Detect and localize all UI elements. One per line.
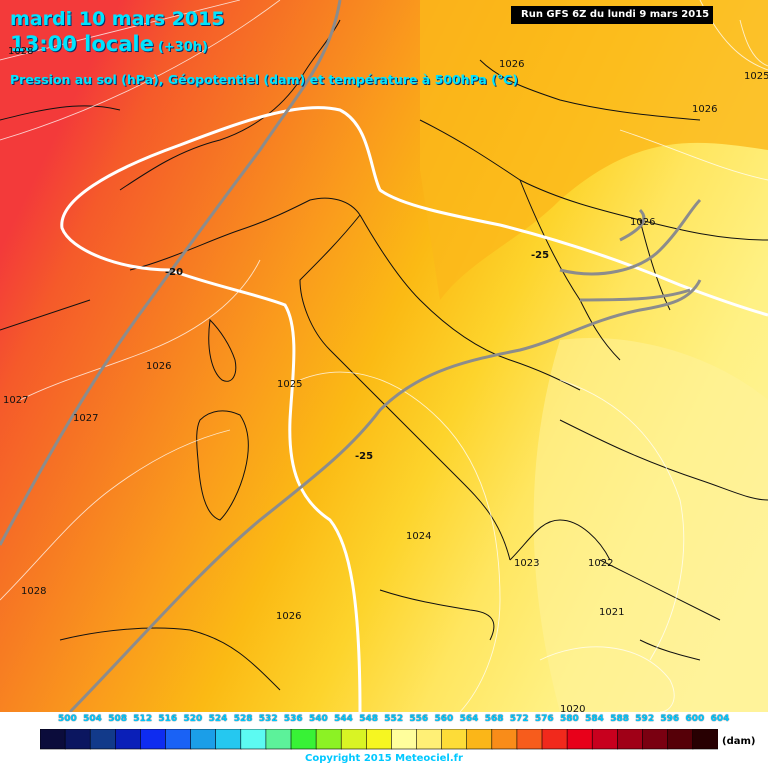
scale-value: 592 [635,714,655,724]
map-subtitle: Pression au sol (hPa), Géopotentiel (dam… [10,72,519,87]
lead-time: (+30h) [157,40,208,55]
scale-value: 500 [58,714,77,724]
pressure-label: 1026 [692,104,718,115]
scale-swatch [416,729,443,750]
pressure-label: 1025 [277,379,303,390]
pressure-label: 1023 [514,558,540,569]
scale-swatch [516,729,543,750]
scale-swatch [566,729,593,750]
scale-value: 544 [334,714,353,724]
scale-value: 572 [509,714,529,724]
scale-value: 552 [384,714,404,724]
scale-value: 576 [534,714,554,724]
scale-swatch [340,729,368,750]
scale-unit: (dam) [722,736,756,747]
pressure-label: 1027 [73,413,99,424]
pressure-label: 1020 [560,704,586,715]
scale-swatch [40,729,66,750]
pressure-label: 1027 [3,395,29,406]
scale-swatch [391,729,418,750]
scale-swatch [541,729,568,750]
scale-value: 532 [258,714,278,724]
scale-swatch [165,729,192,750]
scale-value: 508 [108,714,127,724]
temperature-label: -25 [531,250,550,261]
pressure-label: 1026 [276,611,302,622]
scale-swatch [365,729,393,750]
temperature-label: -25 [355,451,374,462]
pressure-label: 1028 [21,586,47,597]
pressure-label: 1026 [499,59,525,70]
scale-swatch [466,729,493,750]
scale-swatch [290,729,317,750]
scale-swatch [240,729,267,750]
scale-value: 568 [484,714,504,724]
copyright: Copyright 2015 Meteociel.fr [305,753,463,764]
scale-value: 540 [309,714,328,724]
scale-swatch [591,729,619,750]
scale-value: 564 [459,714,479,724]
scale-swatch [491,729,518,750]
scale-swatch [642,729,669,750]
scale-swatch [215,729,242,750]
scale-value: 560 [434,714,454,724]
temperature-label: -20 [165,267,184,278]
scale-swatch [265,729,292,750]
color-scale [40,729,718,750]
scale-value: 524 [208,714,228,724]
scale-value: 556 [409,714,429,724]
pressure-label: 1022 [588,558,614,569]
scale-value: 580 [560,714,579,724]
scale-value: 600 [685,714,705,724]
pressure-label: 1024 [406,531,432,542]
scale-value: 548 [359,714,378,724]
scale-swatch [64,729,92,750]
time-label: 13:00 locale [10,32,154,56]
scale-value: 536 [283,714,303,724]
scale-value: 520 [183,714,203,724]
scale-value: 596 [660,714,680,724]
scale-swatch [190,729,217,750]
run-info: Run GFS 6Z du lundi 9 mars 2015 [511,6,713,24]
scale-swatch [115,729,142,750]
map-time: 13:00 locale (+30h) [10,32,208,56]
pressure-label: 1025 [744,71,768,82]
scale-swatch [667,729,694,750]
pressure-label: 1028 [8,46,34,57]
scale-swatch [692,729,718,750]
scale-value: 528 [233,714,253,724]
pressure-label: 1026 [630,217,656,228]
scale-swatch [315,729,343,750]
scale-value: 584 [585,714,604,724]
scale-swatch [616,729,644,750]
scale-value: 504 [83,714,102,724]
scale-value: 516 [158,714,178,724]
pressure-label: 1026 [146,361,172,372]
map-date: mardi 10 mars 2015 [10,8,225,30]
scale-value: 604 [710,714,730,724]
scale-value: 512 [133,714,153,724]
color-scale-values: 500 504 508 512 516 520 524 528 532 536 540 544 548 5… [0,714,768,728]
pressure-label: 1021 [599,607,625,618]
scale-swatch [89,729,117,750]
scale-value: 588 [610,714,629,724]
scale-swatch [140,729,167,750]
scale-swatch [441,729,468,750]
